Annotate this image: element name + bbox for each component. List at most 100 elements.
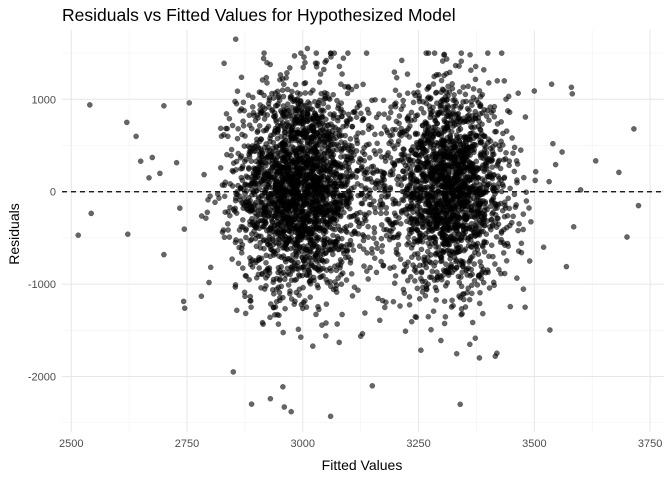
data-point	[317, 211, 324, 217]
data-point	[453, 168, 460, 175]
data-point	[378, 235, 385, 242]
data-point	[244, 174, 251, 181]
data-point	[335, 246, 342, 253]
data-point	[265, 123, 272, 130]
data-point	[330, 286, 337, 293]
data-point	[415, 82, 422, 88]
data-point	[568, 84, 575, 91]
data-point	[416, 295, 423, 302]
data-point	[460, 119, 467, 125]
data-point	[327, 265, 333, 272]
data-point	[282, 305, 288, 312]
data-point	[161, 251, 167, 258]
data-point	[456, 89, 463, 95]
data-point	[198, 293, 205, 300]
data-point	[410, 191, 417, 198]
data-point	[346, 142, 353, 149]
data-point	[344, 90, 351, 97]
data-point	[441, 138, 448, 144]
data-point	[281, 276, 288, 283]
data-point	[416, 166, 422, 172]
data-point	[369, 382, 376, 389]
data-point	[287, 198, 294, 205]
data-point	[430, 194, 437, 200]
data-point	[88, 210, 94, 217]
data-point	[240, 99, 247, 106]
data-point	[400, 146, 407, 152]
data-point	[455, 116, 462, 122]
data-point	[487, 226, 494, 233]
data-point	[522, 304, 528, 311]
data-point	[446, 161, 453, 168]
data-point	[307, 237, 314, 243]
data-point	[336, 131, 343, 138]
data-point	[295, 272, 302, 278]
data-point	[480, 67, 487, 73]
data-point	[224, 221, 231, 227]
y-axis-ticks: -2000 -1000 0 1000	[28, 94, 56, 383]
data-point	[455, 273, 462, 280]
data-point	[365, 122, 372, 129]
data-point	[282, 150, 289, 157]
data-point	[453, 350, 460, 357]
data-point	[348, 242, 355, 248]
data-point	[249, 94, 256, 101]
data-point	[477, 101, 484, 108]
data-point	[481, 207, 488, 214]
data-point	[424, 248, 431, 255]
data-point	[345, 84, 352, 91]
data-point	[387, 265, 393, 272]
data-point	[245, 92, 252, 98]
data-point	[462, 229, 469, 236]
data-point	[474, 282, 481, 288]
data-point	[260, 223, 267, 230]
data-point	[318, 90, 325, 97]
data-point	[461, 164, 468, 171]
data-point	[276, 297, 283, 304]
data-point	[339, 71, 345, 77]
data-point	[363, 268, 370, 274]
data-point	[313, 217, 319, 224]
data-point	[242, 310, 249, 317]
data-point	[384, 152, 390, 159]
data-point	[263, 283, 269, 289]
data-point	[319, 113, 326, 120]
data-point	[434, 201, 440, 208]
data-point	[268, 191, 275, 198]
data-point	[268, 165, 275, 172]
data-point	[520, 211, 527, 217]
data-point	[468, 290, 475, 297]
data-point	[248, 401, 255, 407]
data-point	[418, 246, 425, 253]
data-point	[353, 83, 360, 90]
data-point	[441, 52, 447, 58]
data-point	[454, 249, 461, 256]
data-point	[422, 292, 429, 299]
data-point	[336, 63, 343, 70]
data-point	[496, 266, 502, 273]
data-point	[232, 36, 239, 43]
data-point	[458, 50, 465, 56]
data-point	[292, 81, 299, 88]
data-point	[274, 195, 281, 202]
data-point	[546, 178, 552, 185]
data-point	[328, 151, 334, 157]
data-point	[252, 235, 259, 242]
data-point	[137, 158, 144, 164]
data-point	[424, 95, 431, 102]
data-point	[419, 177, 425, 183]
data-point	[258, 108, 265, 115]
data-point	[284, 101, 291, 107]
data-point	[383, 127, 390, 134]
data-point	[239, 177, 246, 184]
data-point	[515, 227, 521, 234]
data-point	[271, 248, 278, 255]
data-point	[354, 137, 360, 144]
data-point	[304, 45, 311, 52]
data-point	[474, 231, 481, 238]
data-point	[592, 158, 599, 164]
data-point	[238, 153, 245, 159]
data-point	[462, 91, 469, 98]
data-point	[358, 200, 365, 207]
data-point	[451, 92, 457, 98]
